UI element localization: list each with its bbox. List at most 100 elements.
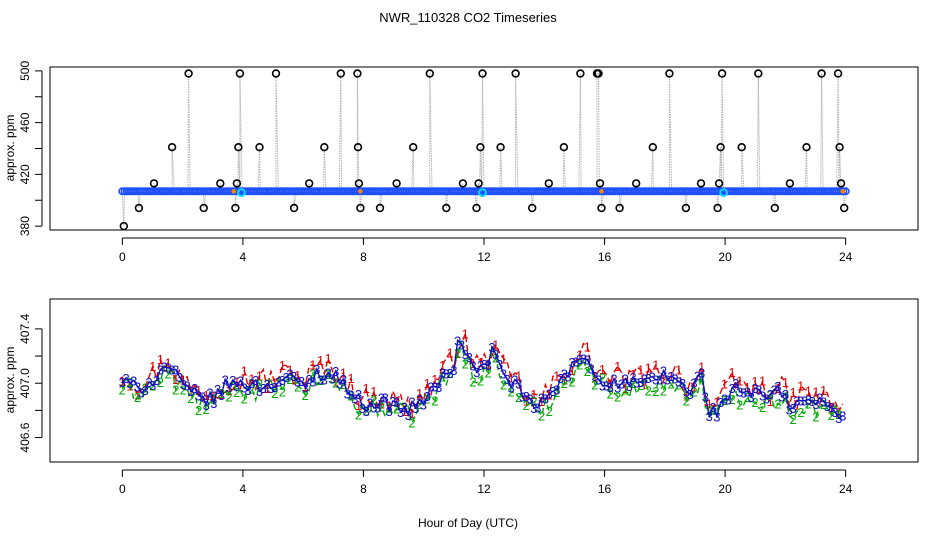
series-2-marker: 2 — [248, 382, 255, 397]
series-3-marker: 3 — [374, 400, 381, 415]
top-spike-point — [353, 143, 363, 152]
top-spike-point — [234, 143, 243, 152]
series-1-marker: 1 — [248, 372, 255, 387]
series-2-marker: 2 — [637, 378, 644, 393]
series-3-marker: 3 — [664, 372, 671, 387]
bottom-y-axis-label: approx. ppm — [3, 347, 17, 414]
top-spike-point — [836, 179, 846, 188]
top-spike-point — [835, 143, 844, 152]
series-2-marker: 2 — [134, 390, 141, 405]
series-3-marker: 3 — [561, 366, 568, 381]
series-2-marker: 2 — [462, 357, 469, 372]
series-3-marker: 3 — [355, 387, 362, 402]
series-3-marker: 3 — [789, 401, 796, 416]
series-3-marker: 3 — [637, 375, 644, 390]
top-spike-point — [476, 143, 485, 152]
series-3-marker: 3 — [389, 394, 396, 409]
series-2-marker: 2 — [767, 388, 774, 403]
top-spike-point — [184, 69, 193, 78]
series-3-marker: 3 — [557, 371, 564, 386]
top-plot-frame — [49, 66, 919, 231]
top-spike-point — [713, 203, 722, 213]
series-3-marker: 3 — [782, 387, 789, 402]
series-1-marker: 1 — [378, 396, 385, 411]
series-3-marker: 3 — [603, 379, 610, 394]
top-spike-point — [289, 203, 299, 213]
series-3-marker: 3 — [450, 363, 457, 378]
series-3-marker: 3 — [709, 400, 716, 415]
series-3-marker: 3 — [763, 392, 770, 407]
series-2-marker: 2 — [789, 412, 796, 427]
series-2-marker: 2 — [728, 392, 735, 407]
series-1-marker: 1 — [431, 372, 438, 387]
series-3-marker: 3 — [317, 372, 324, 387]
series-2-marker: 2 — [119, 382, 126, 397]
series-2-marker: 2 — [553, 385, 560, 400]
series-2-marker: 2 — [530, 394, 537, 409]
x-tick-label: 4 — [240, 482, 247, 496]
series-2-marker: 2 — [385, 400, 392, 415]
series-3-marker: 3 — [496, 357, 503, 372]
series-3-marker: 3 — [412, 401, 419, 416]
series-2-marker: 2 — [690, 385, 697, 400]
series-3-marker: 3 — [488, 340, 495, 355]
top-spike-point — [597, 203, 606, 213]
series-2-marker: 2 — [667, 377, 674, 392]
series-3-marker: 3 — [736, 385, 743, 400]
series-1-marker: 1 — [789, 385, 796, 400]
y-tick-label: 500 — [18, 61, 32, 81]
series-1-marker: 1 — [462, 327, 469, 342]
series-3-marker: 3 — [728, 381, 735, 396]
series-3-marker: 3 — [244, 383, 251, 398]
top-cyan-point — [237, 188, 246, 198]
series-1-marker: 1 — [751, 374, 758, 389]
series-2-marker: 2 — [332, 375, 339, 390]
series-3-marker: 3 — [405, 408, 412, 423]
series-2-marker: 2 — [652, 384, 659, 399]
series-3-marker: 3 — [515, 377, 522, 392]
series-2-marker: 2 — [797, 405, 804, 420]
series-3-marker: 3 — [511, 373, 518, 388]
series-1-marker: 1 — [576, 347, 583, 362]
top-spike-point — [458, 179, 468, 188]
series-1-marker: 1 — [614, 359, 621, 374]
y-tick-label: 460 — [18, 112, 32, 132]
series-2-marker: 2 — [408, 415, 415, 430]
series-1-marker: 1 — [561, 373, 568, 388]
series-1-marker: 1 — [584, 339, 591, 354]
series-2-marker: 2 — [485, 366, 492, 381]
series-3-marker: 3 — [469, 359, 476, 374]
series-3-marker: 3 — [767, 387, 774, 402]
series-2-marker: 2 — [286, 372, 293, 387]
top-spike-point — [833, 69, 843, 78]
series-1-marker: 1 — [210, 388, 217, 403]
top-panel: 0 4 8 12 16 20 24 380 420 460 500 approx. ppm — [3, 61, 919, 264]
series-2-marker: 2 — [439, 369, 446, 384]
x-tick-label: 8 — [360, 250, 367, 264]
top-spike-point — [409, 143, 418, 152]
series-1-marker: 1 — [721, 376, 728, 391]
series-2-marker: 2 — [599, 371, 606, 386]
series-1-marker: 1 — [767, 394, 774, 409]
series-3-marker: 3 — [675, 375, 682, 390]
series-2-marker: 2 — [706, 403, 713, 418]
bottom-plot-frame — [49, 298, 919, 463]
top-y-axis: 380 420 460 500 — [18, 61, 43, 236]
series-3-marker: 3 — [401, 400, 408, 415]
series-1-marker: 1 — [500, 351, 507, 366]
series-3-marker: 3 — [629, 370, 636, 385]
series-2-marker: 2 — [629, 376, 636, 391]
series-3-marker: 3 — [553, 382, 560, 397]
series-3-marker: 3 — [717, 395, 724, 410]
series-3-marker: 3 — [466, 350, 473, 365]
series-2-marker: 2 — [302, 388, 309, 403]
series-2-marker: 2 — [591, 377, 598, 392]
series-3-marker: 3 — [252, 373, 259, 388]
series-3-marker: 3 — [694, 368, 701, 383]
series-3-marker: 3 — [286, 367, 293, 382]
series-2-marker: 2 — [782, 390, 789, 405]
series-3-marker: 3 — [195, 388, 202, 403]
series-3-marker: 3 — [702, 390, 709, 405]
series-1-marker: 1 — [195, 383, 202, 398]
series-3-marker: 3 — [260, 381, 267, 396]
